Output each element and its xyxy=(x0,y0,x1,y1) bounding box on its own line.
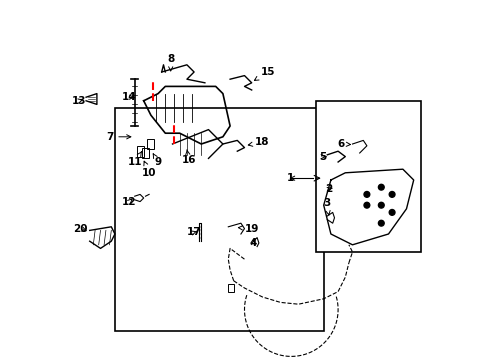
Text: 9: 9 xyxy=(153,154,162,167)
Text: 2: 2 xyxy=(325,184,332,194)
Text: 16: 16 xyxy=(181,150,196,165)
Circle shape xyxy=(363,192,369,197)
Text: 13: 13 xyxy=(72,96,86,106)
Text: 20: 20 xyxy=(73,224,88,234)
Text: 18: 18 xyxy=(248,137,269,147)
Bar xyxy=(147,139,154,149)
Text: 15: 15 xyxy=(254,67,275,80)
Text: 5: 5 xyxy=(319,152,326,162)
Bar xyxy=(136,146,143,157)
Text: 14: 14 xyxy=(122,92,137,102)
Circle shape xyxy=(363,202,369,208)
Text: 19: 19 xyxy=(238,224,258,234)
Text: 10: 10 xyxy=(142,161,156,178)
Bar xyxy=(316,101,420,252)
Bar xyxy=(228,284,233,292)
Text: 4: 4 xyxy=(249,238,257,248)
Text: 8: 8 xyxy=(167,54,174,71)
Text: 7: 7 xyxy=(106,132,131,142)
Bar xyxy=(115,108,323,331)
Text: 3: 3 xyxy=(322,198,329,215)
Text: 6: 6 xyxy=(337,139,350,149)
Bar xyxy=(142,148,149,158)
Text: 1: 1 xyxy=(286,173,294,183)
Circle shape xyxy=(388,192,394,197)
Text: 17: 17 xyxy=(186,227,201,237)
Text: 12: 12 xyxy=(122,197,136,207)
Circle shape xyxy=(378,184,384,190)
Circle shape xyxy=(388,210,394,215)
Circle shape xyxy=(378,202,384,208)
Circle shape xyxy=(378,220,384,226)
Text: 11: 11 xyxy=(127,152,142,167)
